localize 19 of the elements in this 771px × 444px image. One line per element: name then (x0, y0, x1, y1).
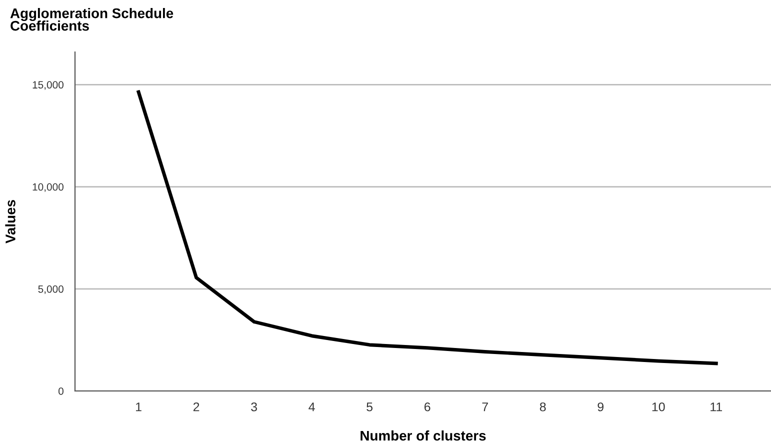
chart-title: Agglomeration Schedule Coefficients (10, 8, 174, 31)
y-tick-label: 15,000 (32, 81, 64, 90)
x-tick-label: 2 (193, 402, 200, 412)
x-tick-label: 10 (652, 402, 665, 412)
x-tick-label: 5 (366, 402, 373, 412)
x-tick-label: 8 (540, 402, 546, 412)
x-axis-title: Number of clusters (360, 430, 486, 441)
line-series (136, 90, 718, 366)
y-tick-label: 5,000 (38, 285, 64, 294)
y-axis-title: Values (5, 200, 16, 244)
x-tick-label: 6 (424, 402, 430, 412)
x-tick-label: 11 (710, 402, 722, 412)
x-tick-label: 1 (136, 402, 142, 412)
y-tick-label: 0 (58, 388, 64, 395)
x-tick-label: 4 (308, 402, 315, 412)
x-tick-label: 9 (598, 402, 604, 412)
x-tick-label: 7 (482, 402, 488, 412)
y-tick-label: 10,000 (32, 183, 64, 192)
x-tick-label: 3 (251, 402, 257, 412)
